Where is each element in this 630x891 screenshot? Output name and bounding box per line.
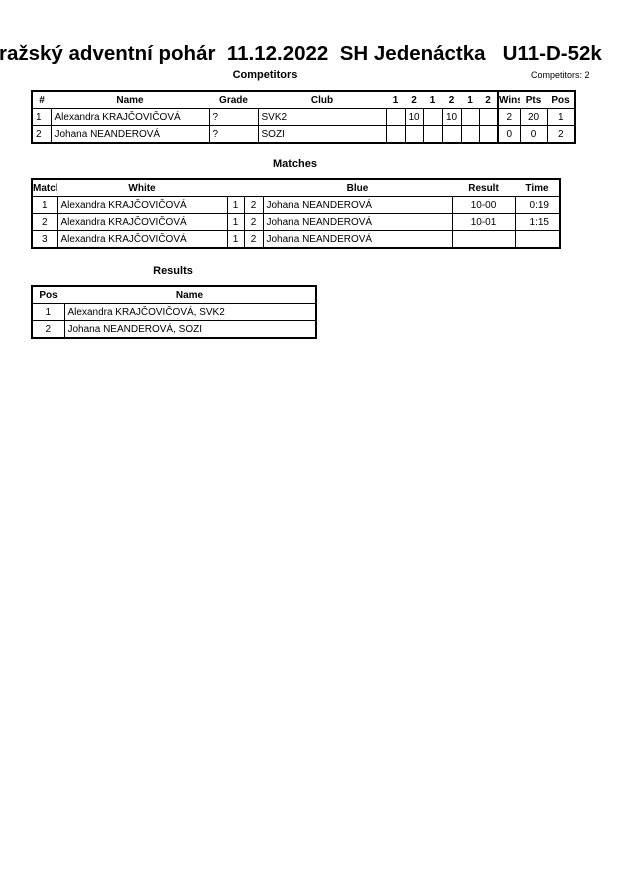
column-header: 1 bbox=[461, 91, 479, 109]
competitors-heading: Competitors bbox=[232, 69, 298, 81]
table-cell: 0 bbox=[519, 125, 548, 144]
table-cell bbox=[422, 108, 443, 126]
header-row: Pos Name bbox=[32, 286, 316, 304]
table-cell bbox=[460, 108, 480, 126]
matches-table: MatchWhiteBlueResultTime1Alexandra KRAJČ… bbox=[31, 178, 561, 249]
table-row: 1 Alexandra KRAJČOVIČOVÁ, SVK2 bbox=[31, 303, 317, 321]
table-row: 2 Alexandra KRAJČOVIČOVÁ 1 2 Johana NEANDERO… bbox=[31, 213, 561, 231]
table-cell: Alexandra KRAJČOVIČOVÁ bbox=[56, 230, 228, 249]
table-cell: 1:15 bbox=[514, 213, 561, 231]
table-cell bbox=[404, 125, 424, 144]
column-header: 1 bbox=[386, 91, 405, 109]
table-row: 1 Alexandra KRAJČOVIČOVÁ 1 2 Johana NEANDERO… bbox=[31, 196, 561, 214]
table-cell bbox=[441, 125, 462, 144]
table-cell: 0 bbox=[497, 125, 521, 144]
table-cell bbox=[451, 230, 516, 249]
page-title: ražský adventní pohár 11.12.2022 SH Jede… bbox=[0, 42, 602, 65]
table-cell: 3 bbox=[31, 230, 58, 249]
table-cell: 2 bbox=[497, 108, 521, 126]
column-header: 2 bbox=[479, 91, 498, 109]
table-cell bbox=[460, 125, 480, 144]
table-cell: 1 bbox=[226, 213, 245, 231]
table-cell: Alexandra KRAJČOVIČOVÁ, SVK2 bbox=[63, 303, 317, 321]
table-cell: Johana NEANDEROVÁ bbox=[262, 196, 453, 214]
results-table: Pos Name 1 Alexandra KRAJČOVIČOVÁ, SVK2 2 Joh… bbox=[31, 285, 317, 339]
column-header: 1 bbox=[423, 91, 442, 109]
competitors-count: Competitors: 2 bbox=[531, 70, 590, 80]
table-cell: 10-01 bbox=[451, 213, 516, 231]
table-cell: 0:19 bbox=[514, 196, 561, 214]
table-cell: Johana NEANDEROVÁ bbox=[262, 213, 453, 231]
table-cell: 1 bbox=[226, 230, 245, 249]
table-cell: 10 bbox=[404, 108, 424, 126]
table-cell: 10 bbox=[441, 108, 462, 126]
table-cell: ? bbox=[208, 125, 259, 144]
table-cell: 1 bbox=[31, 196, 58, 214]
table-cell: 2 bbox=[31, 320, 65, 339]
table-cell bbox=[385, 108, 406, 126]
matches-heading: Matches bbox=[272, 158, 318, 170]
table-cell: 2 bbox=[243, 196, 264, 214]
table-cell: 2 bbox=[31, 125, 52, 144]
column-header: Grade bbox=[209, 91, 258, 109]
table-cell: 2 bbox=[546, 125, 576, 144]
table-cell: 1 bbox=[31, 108, 52, 126]
table-cell: Johana NEANDEROVÁ bbox=[262, 230, 453, 249]
table-cell: ? bbox=[208, 108, 259, 126]
table-cell: 20 bbox=[519, 108, 548, 126]
table-row: 2 Johana NEANDEROVÁ, SOZI bbox=[31, 320, 317, 339]
table-cell: Johana NEANDEROVÁ, SOZI bbox=[63, 320, 317, 339]
table-cell: Alexandra KRAJČOVIČOVÁ bbox=[50, 108, 210, 126]
table-cell bbox=[478, 108, 499, 126]
table-cell bbox=[478, 125, 499, 144]
column-header: Pos bbox=[547, 91, 575, 109]
table-cell: 1 bbox=[226, 196, 245, 214]
column-header: Pos bbox=[32, 286, 64, 304]
column-header: Pts bbox=[520, 91, 547, 109]
header-row: #NameGradeClub121212WinsPtsPos bbox=[32, 91, 575, 109]
column-header: Name bbox=[64, 286, 316, 304]
results-heading: Results bbox=[153, 265, 193, 277]
column-header: Blue bbox=[263, 179, 452, 197]
column-header: White bbox=[57, 179, 227, 197]
column-header bbox=[244, 179, 263, 197]
table-cell bbox=[514, 230, 561, 249]
column-header: 2 bbox=[442, 91, 461, 109]
column-header: Result bbox=[452, 179, 515, 197]
column-header: Club bbox=[258, 91, 386, 109]
table-cell: SVK2 bbox=[257, 108, 387, 126]
table-cell bbox=[422, 125, 443, 144]
column-header: Wins bbox=[497, 91, 520, 109]
column-header bbox=[227, 179, 244, 197]
table-cell: 10-00 bbox=[451, 196, 516, 214]
table-row: 3 Alexandra KRAJČOVIČOVÁ 1 2 Johana NEANDERO… bbox=[31, 230, 561, 249]
table-cell: Alexandra KRAJČOVIČOVÁ bbox=[56, 213, 228, 231]
column-header: # bbox=[32, 91, 51, 109]
column-header: Time bbox=[515, 179, 560, 197]
table-cell: 1 bbox=[546, 108, 576, 126]
competitors-table: #NameGradeClub121212WinsPtsPos1Alexandra… bbox=[31, 90, 576, 144]
table-cell: 2 bbox=[31, 213, 58, 231]
table-cell: 2 bbox=[243, 230, 264, 249]
column-header: Match bbox=[32, 179, 57, 197]
table-cell: 1 bbox=[31, 303, 65, 321]
column-header: Name bbox=[51, 91, 209, 109]
table-cell: SOZI bbox=[257, 125, 387, 144]
table-cell: 2 bbox=[243, 213, 264, 231]
table-cell: Johana NEANDEROVÁ bbox=[50, 125, 210, 144]
table-cell bbox=[385, 125, 406, 144]
table-row: 2 Johana NEANDEROVÁ? SOZI 0 0 2 bbox=[31, 125, 576, 144]
table-row: 1 Alexandra KRAJČOVIČOVÁ? SVK2 10 10 2 20 1 bbox=[31, 108, 576, 126]
column-header: 2 bbox=[405, 91, 423, 109]
table-cell: Alexandra KRAJČOVIČOVÁ bbox=[56, 196, 228, 214]
